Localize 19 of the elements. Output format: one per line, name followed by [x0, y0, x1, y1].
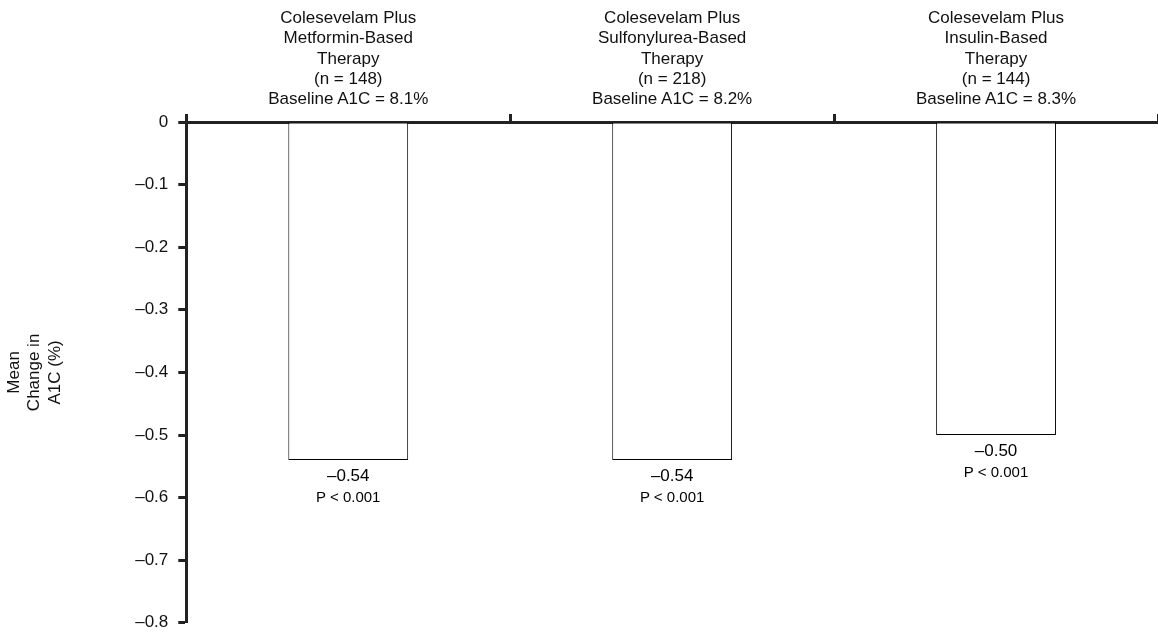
x-tick-label: Colesevelam Plus Insulin-Based Therapy (n = 144) Baseline A1C = 8.3% — [915, 7, 1077, 109]
data-label: –0.54 — [326, 466, 370, 486]
y-tick-label: –0.3 — [135, 299, 169, 319]
data-label: –0.50 — [974, 441, 1018, 461]
y-tick-label: –0.2 — [135, 236, 169, 256]
y-tick-label: 0 — [158, 111, 169, 131]
data-label: –0.54 — [650, 466, 694, 486]
y-tick-label: –0.8 — [135, 612, 169, 632]
annotation: P < 0.001 — [639, 487, 705, 505]
y-tick-label: –0.4 — [135, 362, 169, 382]
y-tick-label: –0.1 — [135, 174, 169, 194]
x-tick-label: Colesevelam Plus Metformin-Based Therapy (n = 148) Baseline A1C = 8.1% — [268, 7, 429, 109]
x-tick-label: Colesevelam Plus Sulfonylurea-Based Therapy (n = 218) Baseline A1C = 8.2% — [592, 7, 753, 109]
y-tick-label: –0.5 — [135, 424, 169, 444]
y-tick-label: –0.7 — [135, 549, 169, 569]
y-tick-label: –0.6 — [135, 487, 169, 507]
y-axis-title: Mean Change in A1C (%) — [3, 333, 64, 412]
annotation: P < 0.001 — [316, 487, 381, 505]
annotation: P < 0.001 — [963, 462, 1029, 480]
